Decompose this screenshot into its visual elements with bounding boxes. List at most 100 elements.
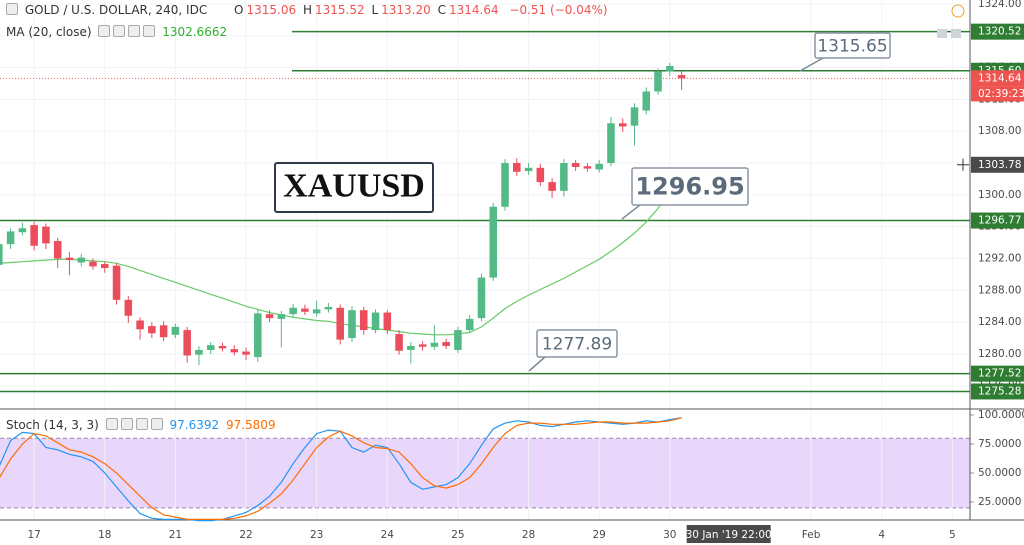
icon[interactable] [128,25,141,37]
candle-body [324,306,333,310]
level-label: 1275.28 [978,385,1021,397]
stoch-tick-label: 75.0000 [978,438,1021,450]
stoch-tick-label: 50.0000 [978,467,1021,479]
y-tick-label: 1324.00 [978,0,1021,10]
crosshair-price-bg [971,156,1024,173]
x-tick-label: 17 [27,529,40,541]
candle-body [159,325,168,338]
callout-text: 1296.95 [635,173,744,201]
candle-body [230,349,239,353]
candle-body [101,264,109,269]
candle-body [536,167,545,183]
callout-pointer [528,356,546,372]
collapse-icon[interactable] [6,3,18,15]
stoch-tick-label: 100.0000 [978,409,1024,421]
callout-text: 1277.89 [542,335,612,355]
candle-body [124,299,133,316]
candle-body [395,334,403,351]
callout-text: XAUUSD [283,167,425,204]
icon[interactable] [143,25,156,37]
ohlc-value: 1313.20 [381,3,431,17]
x-tick-label: Feb [802,529,821,541]
countdown: 02:39:23 [978,88,1024,100]
ma-legend: MA (20, close) 1302.6662 [6,25,230,39]
candle-body [254,313,262,358]
candle-body [301,308,309,312]
stoch-band [0,438,970,508]
x-tick-label: 18 [98,529,111,541]
countdown-bg [971,86,1024,102]
icon[interactable] [150,418,163,430]
alert-icon[interactable] [951,4,965,18]
candle-body [171,326,180,335]
crosshair-time: 30 Jan '19 22:00 [686,529,772,541]
candle-body [112,265,121,300]
candle-body [607,123,615,164]
candle-body [218,345,227,349]
icon[interactable] [98,25,111,37]
candle-body [430,342,439,347]
candle-body [454,330,462,350]
candle-body [42,226,50,244]
y-tick-label: 1280.00 [978,348,1021,360]
candle-body [489,206,498,278]
ohlc-key: L [371,3,379,17]
x-tick-label: 29 [592,529,605,541]
candle-body [642,91,651,111]
candle-body [513,163,521,172]
callout-pointer [621,204,641,220]
level-label: 1320.52 [978,26,1021,38]
level-label: 1277.52 [978,368,1021,380]
candle-body [53,240,62,259]
candle-body [183,330,191,356]
y-tick-label: 1300.00 [978,189,1021,201]
icon[interactable] [105,418,118,430]
candle-body [0,244,3,265]
candle-body [548,182,556,191]
candle-body [477,277,486,319]
x-tick-label: 4 [878,529,885,541]
candle-body [195,349,203,355]
pane-icon[interactable] [937,29,947,38]
candle-body [654,71,662,92]
candle-body [277,314,286,319]
stoch-legend: Stoch (14, 3, 3) 97.6392 97.5809 [6,418,279,432]
ohlc-key: O [234,3,244,17]
candle-body [465,318,474,331]
y-tick-label: 1284.00 [978,316,1021,328]
crosshair-time-bg [686,525,771,543]
candle-body [501,163,509,207]
x-tick-label: 30 [663,529,676,541]
candle-body [18,228,27,233]
x-tick-label: 24 [381,529,395,541]
icon[interactable] [113,25,126,37]
x-tick-label: 5 [949,529,956,541]
symbol: GOLD / U.S. DOLLAR, 240, IDC [24,3,208,17]
stoch-tick-label: 25.0000 [978,496,1021,508]
callout-box [814,32,891,59]
change: −0.51 (−0.04%) [509,3,608,17]
stoch-line [0,417,682,520]
crosshair-price: 1303.78 [978,159,1021,171]
candle-body [77,257,85,263]
candle-body [6,231,15,245]
ohlc-value: 1315.52 [314,3,365,17]
x-tick-label: 25 [451,529,464,541]
level-label: 1296.77 [978,215,1021,227]
icon[interactable] [120,418,133,430]
candle-body [442,341,450,346]
x-tick-label: 28 [522,529,535,541]
icon[interactable] [135,418,148,430]
candle-body [336,307,344,340]
candle-body [136,320,144,330]
x-tick-label: 23 [310,529,323,541]
y-tick-label: 1292.00 [978,252,1021,264]
pane-icon[interactable] [951,29,961,38]
y-tick-label: 1308.00 [978,125,1021,137]
candle-body [407,345,415,350]
candle-body [677,75,686,79]
candle-body [583,166,592,169]
ohlc-key: H [302,3,312,17]
ohlc-value: 1314.64 [448,3,499,17]
